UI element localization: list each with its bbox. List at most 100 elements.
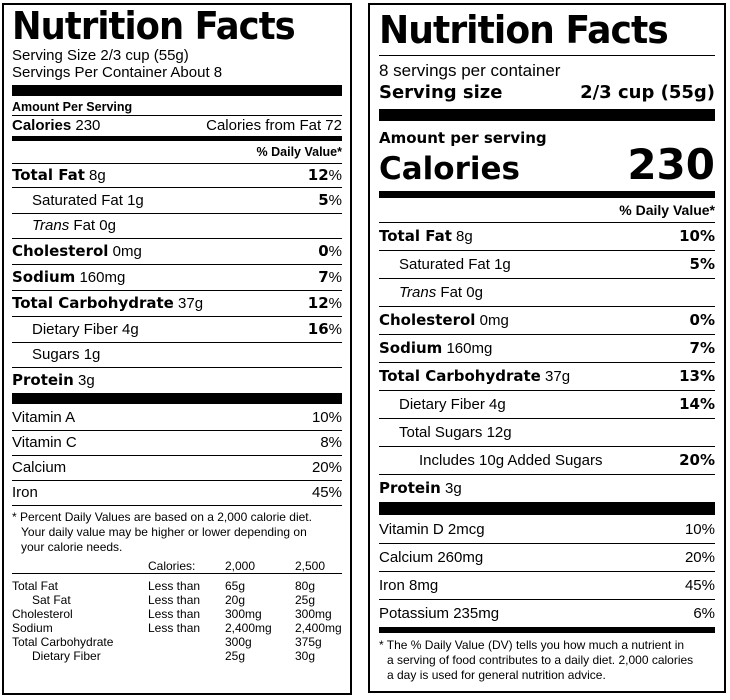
- table-cell: Sat Fat: [32, 593, 71, 607]
- calories-label: Calories: [379, 151, 520, 187]
- nutrient-dv: 0%: [689, 311, 715, 329]
- thick-rule: [379, 502, 715, 515]
- footnote-line: Your daily value may be higher or lower …: [21, 525, 307, 539]
- vitamin-row: Vitamin A 10%: [12, 406, 342, 430]
- table-cell: Sodium: [12, 621, 53, 635]
- table-row: Dietary Fiber 25g 30g: [12, 649, 342, 663]
- vitamin-row: Calcium 260mg 20%: [379, 543, 715, 571]
- amount-per-serving: Amount Per Serving: [12, 100, 133, 114]
- nutrient-name: Total Fat: [12, 166, 85, 184]
- table-cell: Less than: [148, 579, 201, 593]
- table-row: Sodium Less than 2,400mg 2,400mg: [12, 621, 342, 635]
- footnote-line: * The % Daily Value (DV) tells you how m…: [379, 638, 685, 652]
- table-header-cell: Calories:: [148, 559, 196, 573]
- table-cell: 30g: [295, 649, 316, 663]
- nutrient-name: Saturated Fat: [32, 192, 123, 209]
- nutrient-row: Protein 3g: [12, 367, 342, 393]
- vitamin-name: Vitamin C: [12, 434, 77, 451]
- nutrient-row: Saturated Fat 1g 5%: [12, 187, 342, 213]
- calories-row: Calories 230 Calories from Fat 72: [12, 115, 342, 136]
- footnote-line: a day is used for general nutrition advi…: [387, 668, 606, 682]
- medium-rule: [12, 136, 342, 141]
- nutrient-name: Dietary Fiber: [32, 321, 118, 338]
- nutrient-row: Total Fat 8g 10%: [379, 222, 715, 250]
- servings-per-container: 8 servings per container: [379, 61, 561, 80]
- nutrient-row: Sugars 1g: [12, 342, 342, 367]
- nutrient-row: Trans Fat 0g: [379, 278, 715, 306]
- serving-size: Serving Size 2/3 cup (55g): [12, 47, 189, 64]
- nutrient-row: Dietary Fiber 4g 16%: [12, 316, 342, 342]
- vitamin-dv: 20%: [684, 549, 715, 566]
- nutrient-amount: 37g: [545, 368, 571, 385]
- nutrient-amount: 37g: [178, 295, 204, 312]
- vitamin-row: Iron 45%: [12, 480, 342, 505]
- vitamin-name: Iron: [12, 484, 38, 501]
- footnote: * Percent Daily Values are based on a 2,…: [12, 505, 342, 663]
- serving-size-row: Serving size 2/3 cup (55g): [379, 82, 715, 104]
- calories-row: Calories 230: [379, 143, 715, 188]
- nutrient-row: Includes 10g Added Sugars 20%: [379, 446, 715, 474]
- footnote-line: your calorie needs.: [21, 540, 123, 554]
- nutrient-name: Cholesterol: [12, 242, 109, 260]
- table-cell: 300mg: [295, 607, 332, 621]
- nutrient-name: Trans: [399, 284, 437, 301]
- vitamin-name: Calcium 260mg: [379, 549, 484, 566]
- amount-per-serving: Amount per serving: [379, 129, 547, 147]
- nutrient-dv: 10%: [679, 227, 715, 245]
- nutrient-row: Total Fat 8g 12%: [12, 163, 342, 187]
- label-title: Nutrition Facts: [379, 8, 669, 52]
- table-cell: 2,400mg: [225, 621, 272, 635]
- daily-value-header: % Daily Value*: [256, 145, 342, 159]
- servings-per-container: Servings Per Container About 8: [12, 64, 223, 81]
- nutrient-dv: 12: [307, 294, 329, 312]
- nutrient-name: Protein: [12, 371, 74, 389]
- vitamin-name: Potassium 235mg: [379, 605, 500, 622]
- serving-size-value: 2/3 cup (55g): [580, 82, 715, 103]
- table-cell: 300mg: [225, 607, 262, 621]
- nutrient-amount: 4g: [122, 321, 139, 338]
- serving-size-label: Serving size: [379, 82, 503, 103]
- table-cell: 2,400mg: [295, 621, 342, 635]
- nutrient-name: Includes 10g Added Sugars: [419, 452, 603, 469]
- nutrient-amount: 160mg: [79, 269, 126, 286]
- vitamin-row: Iron 8mg 45%: [379, 571, 715, 599]
- nutrient-row: Saturated Fat 1g 5%: [379, 250, 715, 278]
- vitamin-row: Vitamin C 8%: [12, 430, 342, 455]
- table-cell: Less than: [148, 607, 201, 621]
- nutrient-amount: 3g: [78, 372, 95, 389]
- footnote-line: * Percent Daily Values are based on a 2,…: [12, 510, 312, 524]
- nutrient-row: Cholesterol 0mg 0%: [12, 238, 342, 264]
- nutrient-name: Total Carbohydrate: [379, 367, 541, 385]
- vitamin-dv: 10%: [684, 521, 715, 538]
- table-header-cell: 2,500: [295, 559, 326, 573]
- table-row: Cholesterol Less than 300mg 300mg: [12, 607, 342, 621]
- table-cell: 80g: [295, 579, 316, 593]
- percent-sign: %: [328, 192, 342, 209]
- nutrient-row: Protein 3g: [379, 474, 715, 502]
- nutrient-dv: 20%: [679, 451, 715, 469]
- nutrient-amount: 0mg: [112, 243, 142, 260]
- vitamin-dv: 10%: [311, 409, 342, 426]
- percent-sign: %: [328, 269, 342, 286]
- table-row: Total Carbohydrate 300g 375g: [12, 635, 342, 649]
- table-cell: Dietary Fiber: [32, 649, 101, 663]
- table-cell: Total Fat: [12, 579, 59, 593]
- nutrient-row: Trans Fat 0g: [12, 213, 342, 238]
- table-cell: 65g: [225, 579, 246, 593]
- vitamin-dv: 8%: [320, 434, 342, 451]
- table-cell: 375g: [295, 635, 322, 649]
- nutrient-dv: 7%: [689, 339, 715, 357]
- nutrient-dv: 12: [307, 166, 329, 184]
- vitamin-dv: 20%: [311, 459, 342, 476]
- nutrient-amount: Fat 0g: [73, 217, 116, 234]
- table-cell: 25g: [295, 593, 316, 607]
- percent-sign: %: [328, 167, 342, 184]
- nutrient-row: Total Carbohydrate 37g 12%: [12, 290, 342, 316]
- vitamin-name: Vitamin D 2mcg: [379, 521, 485, 538]
- nutrient-row: Total Carbohydrate 37g 13%: [379, 362, 715, 390]
- vitamin-dv: 45%: [311, 484, 342, 501]
- nutrient-amount: 8g: [456, 228, 473, 245]
- vitamin-row: Calcium 20%: [12, 455, 342, 480]
- nutrient-row: Dietary Fiber 4g 14%: [379, 390, 715, 418]
- original-nutrition-label: Nutrition Facts Serving Size 2/3 cup (55…: [2, 3, 352, 695]
